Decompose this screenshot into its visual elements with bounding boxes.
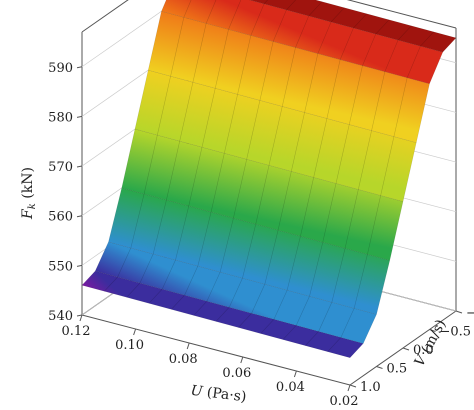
u-tick-label: 0.10 <box>115 338 144 353</box>
z-tick-label: 570 <box>48 160 73 175</box>
mesh-line <box>282 19 390 340</box>
v-tick-mark <box>376 366 383 369</box>
frame-line <box>346 0 457 29</box>
mesh-line <box>215 1 323 322</box>
v-tick-label: −1.0 <box>466 306 474 321</box>
u-tick-label: 0.02 <box>330 394 359 409</box>
frame-line <box>81 0 129 33</box>
z-tick-label: 550 <box>48 259 73 274</box>
mesh-line <box>260 13 367 334</box>
z-tick-mark <box>76 165 83 168</box>
mesh-line <box>238 7 345 328</box>
u-tick-mark <box>293 370 297 378</box>
v-tick-mark <box>429 329 436 332</box>
z-tick-mark <box>76 115 83 118</box>
mesh-line <box>126 0 217 298</box>
v-tick-label: 1.0 <box>360 380 381 395</box>
mesh-line <box>171 0 269 310</box>
u-tick-mark <box>133 328 137 336</box>
u-tick-mark <box>186 342 190 350</box>
v-tick-mark <box>455 310 463 314</box>
z-tick-mark <box>76 264 83 267</box>
u-tick-mark <box>347 384 351 392</box>
v-tick-label: 0.5 <box>387 362 408 377</box>
u-tick-label: 0.12 <box>62 324 91 339</box>
v-tick-mark <box>402 347 410 351</box>
z-tick-label: 590 <box>48 61 73 76</box>
u-tick-label: 0.08 <box>169 352 198 367</box>
z-tick-mark <box>76 66 83 69</box>
z-axis-title: Fk (kN) <box>20 167 38 220</box>
z-tick-label: 560 <box>48 210 73 225</box>
mesh-line <box>104 0 192 292</box>
mesh-line <box>327 31 434 352</box>
u-tick-mark <box>79 314 83 322</box>
surface-band <box>248 0 457 53</box>
u-tick-label: 0.04 <box>276 380 305 395</box>
u-tick-mark <box>240 356 244 364</box>
z-axis-ticks: 540 550 560 570 580 590 <box>48 61 83 324</box>
u-axis-ticks: 0.12 0.10 0.08 0.06 0.04 0.02 <box>62 314 359 409</box>
mesh-line <box>305 25 412 346</box>
surface-plot <box>81 0 457 358</box>
z-tick-mark <box>76 215 83 218</box>
mesh-line <box>193 0 297 316</box>
z-tick-label: 580 <box>48 110 73 125</box>
v-axis-ticks: 1.0 0.5 0.0 −0.5 −1.0 <box>349 306 474 395</box>
frame-line <box>81 314 351 386</box>
z-tick-mark <box>76 314 83 317</box>
v-tick-mark <box>349 384 357 388</box>
z-tick-label: 540 <box>48 309 73 324</box>
u-tick-label: 0.06 <box>222 366 251 381</box>
mesh-line <box>148 0 242 304</box>
v-tick-label: −0.5 <box>440 325 472 340</box>
u-axis-title: U (Pa·s) <box>190 383 248 406</box>
v-tick-label: 0.0 <box>413 343 434 358</box>
